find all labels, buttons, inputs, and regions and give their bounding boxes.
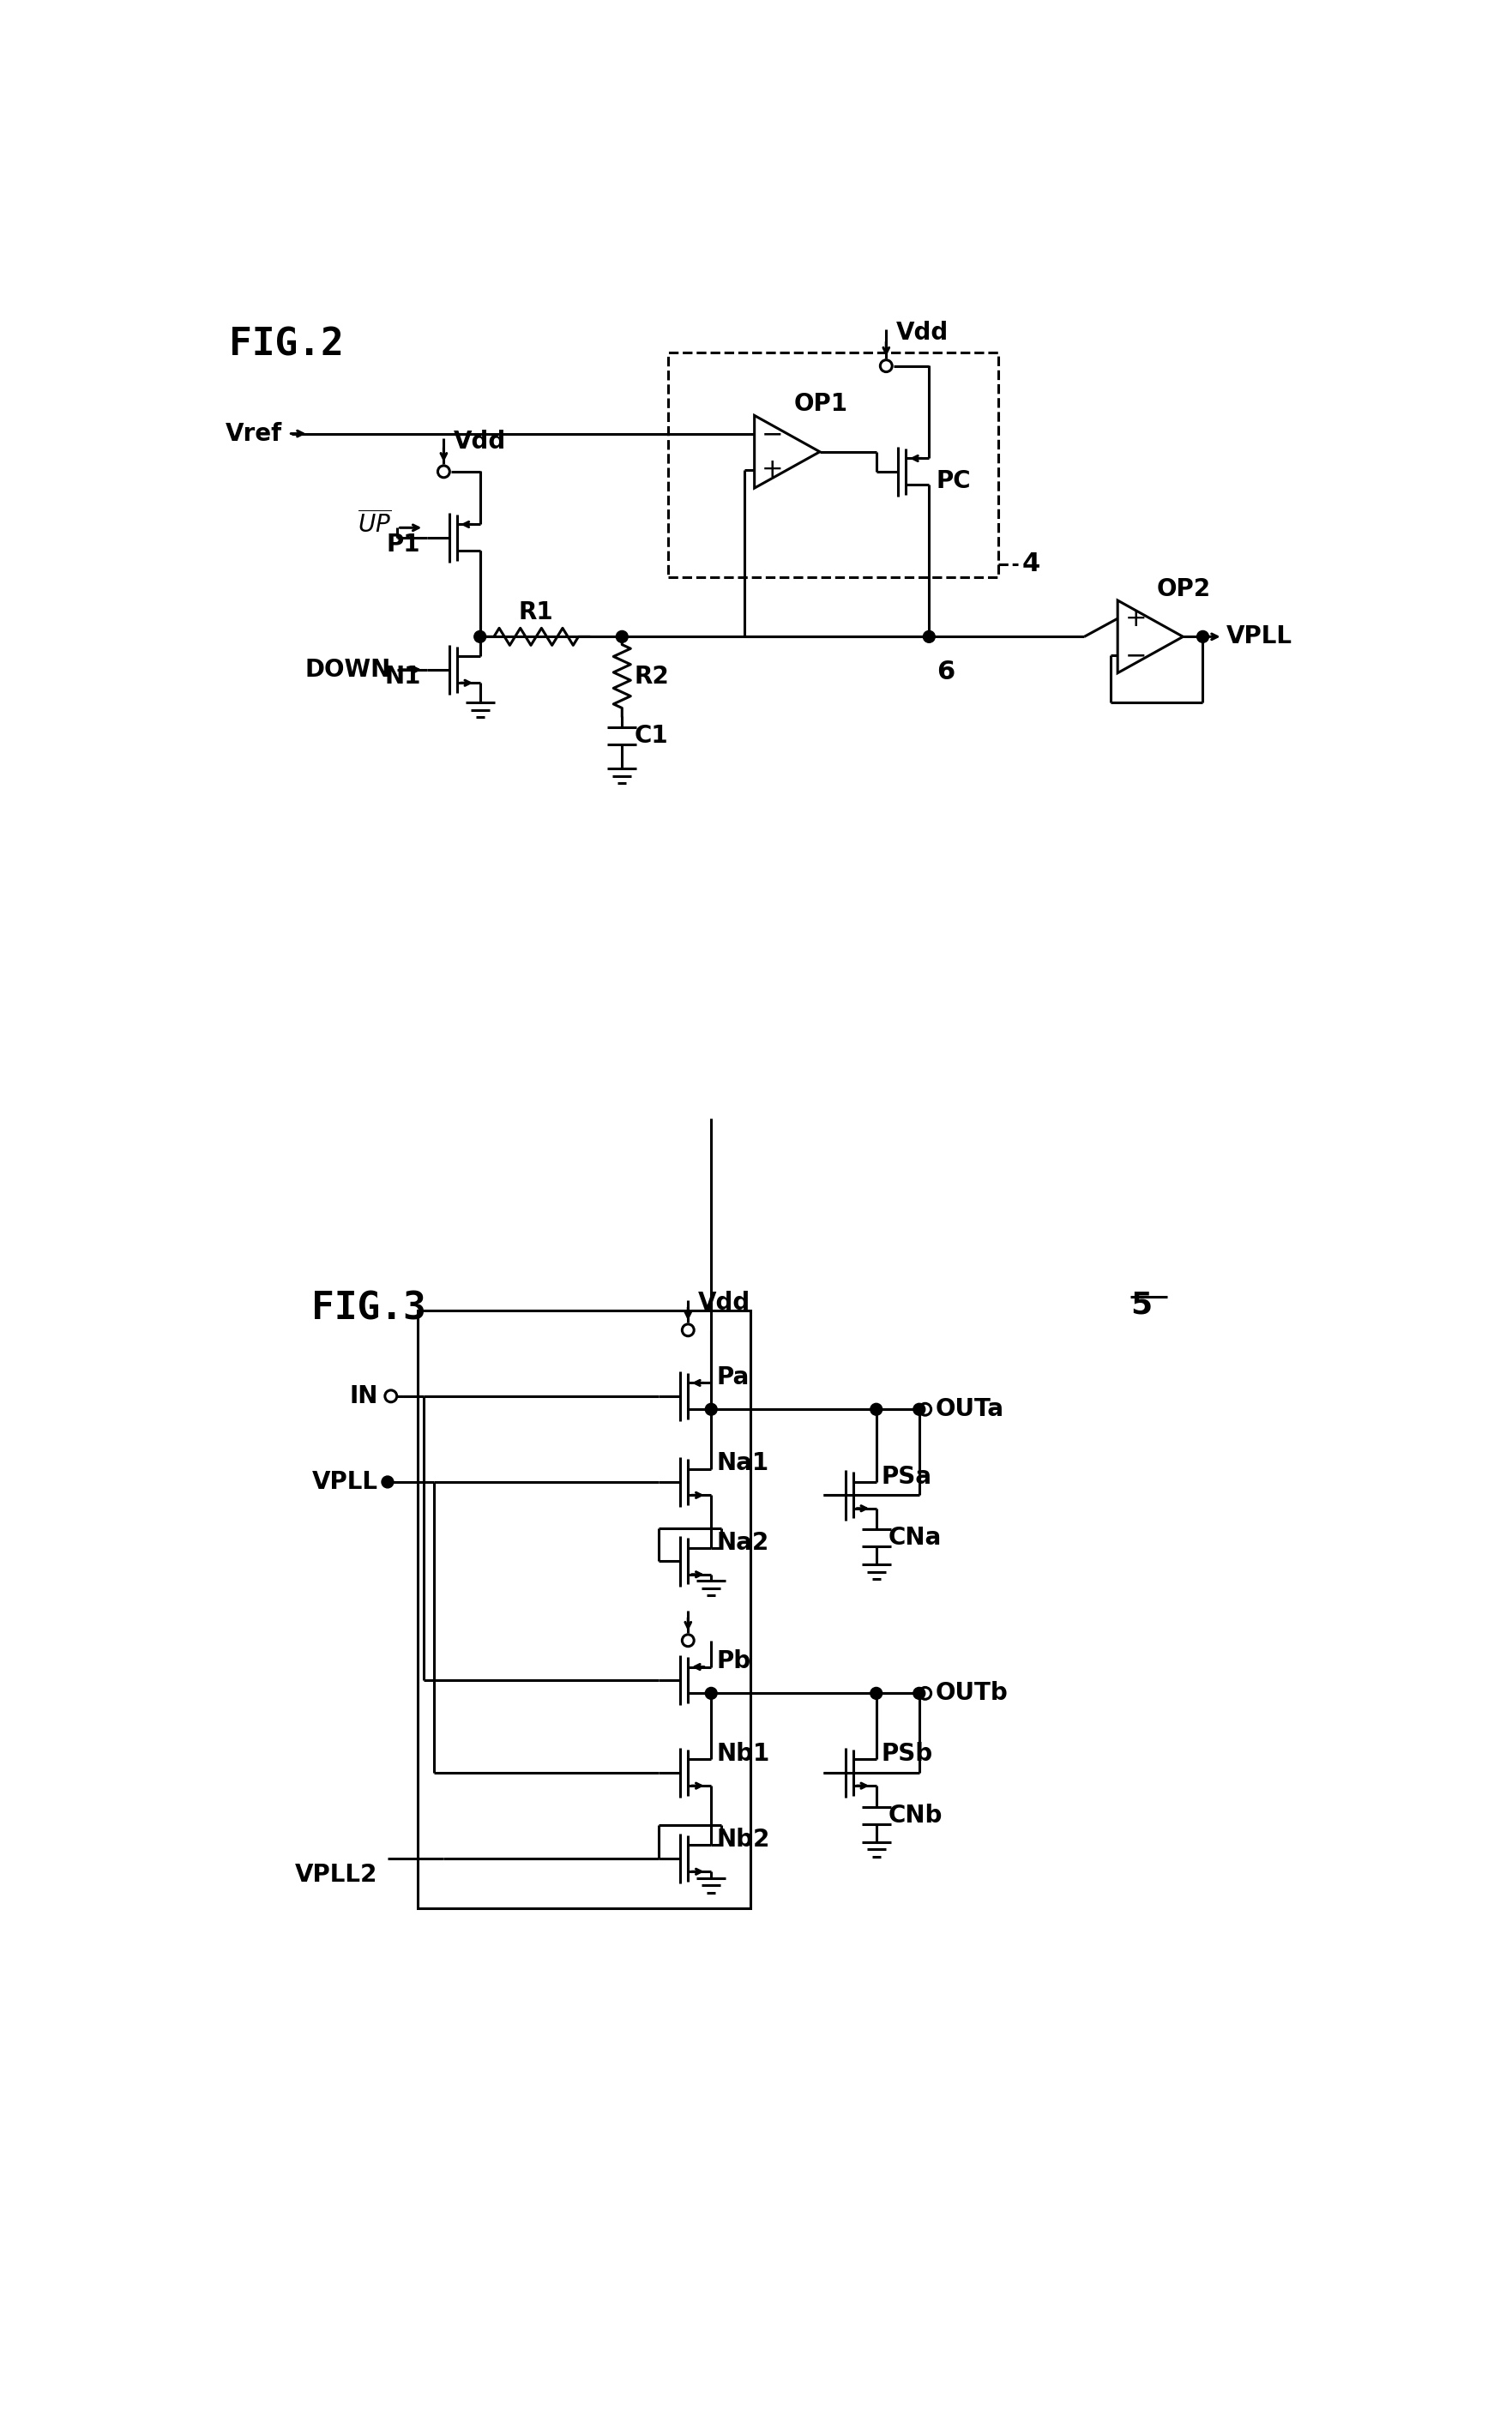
Text: CNa: CNa [888, 1526, 942, 1550]
Circle shape [924, 630, 934, 642]
Text: 5: 5 [1131, 1291, 1152, 1320]
Text: DOWN: DOWN [305, 659, 392, 681]
Text: $-$: $-$ [1125, 642, 1145, 668]
Circle shape [1198, 630, 1208, 642]
Text: VPLL2: VPLL2 [295, 1863, 378, 1887]
Text: 4: 4 [1022, 552, 1040, 576]
Text: Vdd: Vdd [454, 429, 507, 453]
Text: PC: PC [936, 470, 971, 494]
Circle shape [381, 1475, 393, 1487]
Text: Nb2: Nb2 [717, 1829, 770, 1853]
Circle shape [705, 1402, 717, 1414]
Text: Na1: Na1 [717, 1451, 770, 1475]
Text: IN: IN [349, 1383, 378, 1407]
Circle shape [913, 1402, 925, 1414]
Text: Vdd: Vdd [897, 320, 948, 344]
Text: P1: P1 [387, 533, 420, 557]
Circle shape [871, 1402, 881, 1414]
Text: VPLL: VPLL [311, 1470, 378, 1494]
Text: Vdd: Vdd [699, 1291, 750, 1315]
Text: OUTa: OUTa [936, 1397, 1004, 1422]
Text: VPLL: VPLL [1226, 625, 1291, 649]
Text: 6: 6 [937, 659, 956, 685]
Text: PSa: PSa [881, 1465, 933, 1490]
Text: $+$: $+$ [761, 458, 782, 482]
Text: R2: R2 [634, 664, 668, 688]
Text: OP1: OP1 [794, 392, 848, 417]
Text: OP2: OP2 [1157, 576, 1211, 601]
Circle shape [705, 1688, 717, 1700]
Text: Nb1: Nb1 [717, 1741, 770, 1766]
Text: FIG.3: FIG.3 [311, 1291, 426, 1327]
Text: Pb: Pb [717, 1649, 751, 1674]
Text: $+$: $+$ [1125, 606, 1145, 632]
Text: FIG.2: FIG.2 [230, 327, 343, 363]
Text: Pa: Pa [717, 1366, 750, 1390]
Circle shape [615, 630, 627, 642]
Text: $-$: $-$ [761, 421, 782, 446]
Text: OUTb: OUTb [936, 1681, 1009, 1705]
Circle shape [475, 630, 485, 642]
Text: PSb: PSb [881, 1741, 933, 1766]
Text: R1: R1 [519, 601, 553, 625]
Text: Na2: Na2 [717, 1531, 770, 1555]
Text: CNb: CNb [888, 1804, 942, 1829]
Text: N1: N1 [384, 664, 420, 688]
Text: C1: C1 [634, 724, 668, 748]
Text: Vref: Vref [225, 421, 281, 446]
Text: $\overline{UP}$: $\overline{UP}$ [357, 511, 392, 538]
Circle shape [913, 1688, 925, 1700]
Circle shape [871, 1688, 881, 1700]
